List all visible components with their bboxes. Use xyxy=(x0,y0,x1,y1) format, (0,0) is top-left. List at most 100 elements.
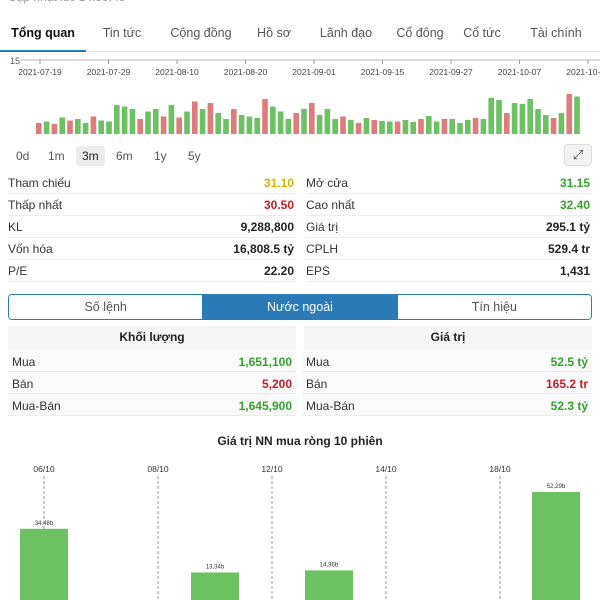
foreign-row-label: Mua xyxy=(12,355,36,369)
tab-2[interactable]: Cộng đồng xyxy=(170,26,232,40)
range-0d[interactable]: 0d xyxy=(16,149,30,163)
stat-row: Tham chiếu 31.10 Mở cửa 31.15 xyxy=(0,172,600,194)
stat-row: Vốn hóa 16,808.5 tỷ CPLH 529.4 tr xyxy=(0,238,600,260)
stat-value: 9,288,800 xyxy=(240,220,294,234)
volume-bar xyxy=(340,116,346,134)
foreign-row: Mua-Bán 1,645,900 Mua-Bán 52.3 tỷ xyxy=(8,394,592,416)
volume-bar xyxy=(441,119,448,134)
expand-icon[interactable]: ⤢ xyxy=(564,144,592,166)
volume-bar xyxy=(535,109,541,134)
foreign-row-label: Bán xyxy=(306,377,328,391)
tab-6[interactable]: Cổ tức xyxy=(463,26,501,40)
tab-7[interactable]: Tài chính xyxy=(530,26,582,40)
range-6m[interactable]: 6m xyxy=(116,149,133,163)
volume-bar xyxy=(309,103,315,134)
foreign-row-label: Bán xyxy=(12,377,34,391)
volume-bar xyxy=(199,109,206,134)
volume-bar xyxy=(496,100,502,134)
stat-row: KL 9,288,800 Giá trị 295.1 tỷ xyxy=(0,216,600,238)
stat-label: Cao nhất xyxy=(306,198,355,212)
segment-1[interactable]: Nước ngoài xyxy=(203,295,398,319)
volume-bar xyxy=(160,116,167,134)
foreign-volume-cell: Mua 1,651,100 xyxy=(8,350,296,372)
bar-x-label: 08/10 xyxy=(147,464,169,474)
stat-value: 16,808.5 tỷ xyxy=(233,242,294,256)
volume-bar xyxy=(426,116,432,134)
volume-bar xyxy=(121,106,128,134)
tab-3[interactable]: Hồ sơ xyxy=(257,26,291,40)
stat-value: 22.20 xyxy=(263,264,294,278)
range-5y[interactable]: 5y xyxy=(188,149,201,163)
volume-bar xyxy=(527,99,534,134)
volume-bar xyxy=(114,105,120,134)
net-buy-value-label: 14,36b xyxy=(320,562,339,568)
foreign-value-value: 52.5 tỷ xyxy=(550,355,588,369)
volume-bar xyxy=(480,119,487,134)
bar-x-label: 18/10 xyxy=(489,464,511,474)
tab-5[interactable]: Cổ đông xyxy=(396,26,444,40)
stat-cell-left: P/E 22.20 xyxy=(8,260,296,282)
volume-bar xyxy=(394,121,401,134)
bar-x-label: 14/10 xyxy=(375,464,397,474)
volume-bar xyxy=(379,121,385,134)
volume-bar xyxy=(332,119,339,134)
net-buy-bar xyxy=(532,492,580,600)
stat-label: Mở cửa xyxy=(306,176,348,190)
foreign-row-label: Mua xyxy=(306,355,330,369)
stat-row: Thấp nhất 30.50 Cao nhất 32.40 xyxy=(0,194,600,216)
stat-cell-right: CPLH 529.4 tr xyxy=(306,238,592,260)
volume-bar xyxy=(168,105,175,134)
stat-label: EPS xyxy=(306,264,331,278)
volume-bar xyxy=(277,111,284,134)
volume-bar xyxy=(301,109,307,134)
net-buy-value-label: 13,34b xyxy=(206,564,225,570)
date-label: 2021-07-29 xyxy=(87,67,131,77)
range-1y[interactable]: 1y xyxy=(154,149,167,163)
stat-value: 295.1 tỷ xyxy=(545,220,590,234)
tab-1[interactable]: Tin tức xyxy=(102,26,142,40)
tab-0[interactable]: Tổng quan xyxy=(0,12,86,52)
net-buy-bar xyxy=(191,572,239,600)
volume-bar xyxy=(433,121,440,134)
volume-bar xyxy=(371,120,378,134)
foreign-volume-cell: Bán 5,200 xyxy=(8,372,296,394)
stat-label: CPLH xyxy=(306,242,339,256)
stock-stats: Tham chiếu 31.10 Mở cửa 31.15 Thấp nhất 30.50… xyxy=(0,172,600,282)
volume-bar xyxy=(558,113,565,134)
foreign-row: Bán 5,200 Bán 165.2 tr xyxy=(8,372,592,394)
stat-cell-left: Vốn hóa 16,808.5 tỷ xyxy=(8,238,296,260)
net-buy-value-label: 52,29b xyxy=(547,484,566,490)
stat-label: P/E xyxy=(8,264,28,278)
stat-label: Thấp nhất xyxy=(8,198,63,212)
time-range-selector: ⤢ 0d 1m 3m 6m 1y 5y xyxy=(0,144,600,168)
volume-bar xyxy=(145,111,151,134)
stat-label: Giá trị xyxy=(306,220,339,234)
net-buy-bar xyxy=(20,528,68,600)
date-label: 2021-09-15 xyxy=(361,67,405,77)
volume-bar xyxy=(449,119,456,134)
range-1m[interactable]: 1m xyxy=(48,149,65,163)
stat-cell-right: Cao nhất 32.40 xyxy=(306,194,592,216)
volume-bar xyxy=(574,96,580,134)
tab-4[interactable]: Lãnh đạo xyxy=(319,26,373,40)
volume-bar xyxy=(254,118,261,134)
range-3m[interactable]: 3m xyxy=(76,146,105,166)
date-label: 2021-08-20 xyxy=(224,67,268,77)
net-buy-bar xyxy=(305,570,353,600)
stat-cell-right: EPS 1,431 xyxy=(306,260,592,282)
volume-bar xyxy=(550,118,557,134)
volume-bar xyxy=(75,119,81,134)
volume-bar xyxy=(262,99,268,134)
stat-value: 32.40 xyxy=(559,198,590,212)
foreign-row: Mua 1,651,100 Mua 52.5 tỷ xyxy=(8,350,592,372)
volume-bar xyxy=(457,123,463,134)
date-label: 2021-07-19 xyxy=(18,67,62,77)
segment-2[interactable]: Tín hiệu xyxy=(397,295,591,319)
volume-bar xyxy=(348,120,354,134)
volume-bar xyxy=(504,113,510,134)
segment-0[interactable]: Số lệnh xyxy=(9,295,204,319)
foreign-volume-value: 1,651,100 xyxy=(238,355,292,369)
foreign-volume-value: 5,200 xyxy=(261,377,292,391)
volume-bar xyxy=(43,121,50,134)
